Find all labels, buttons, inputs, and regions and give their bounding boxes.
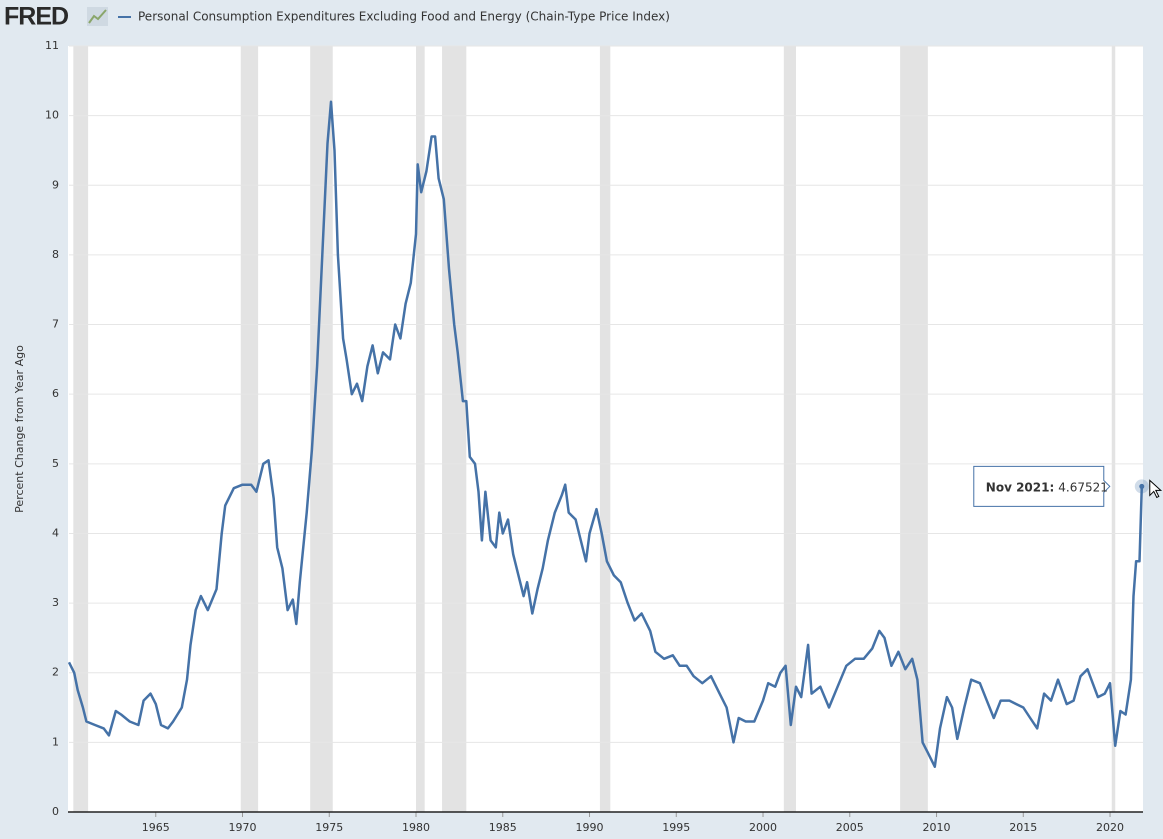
x-tick-label: 1985 xyxy=(489,821,517,834)
legend-label: Personal Consumption Expenditures Exclud… xyxy=(138,10,670,24)
recession-band xyxy=(416,46,425,812)
y-tick-label: 1 xyxy=(52,735,59,748)
x-tick-label: 1980 xyxy=(402,821,430,834)
y-tick-label: 6 xyxy=(52,387,59,400)
x-tick-label: 1970 xyxy=(229,821,257,834)
tooltip-label: Nov 2021: xyxy=(986,480,1054,494)
y-tick-label: 10 xyxy=(45,109,59,122)
recession-band xyxy=(310,46,333,812)
y-tick-label: 3 xyxy=(52,596,59,609)
cursor xyxy=(1149,479,1163,499)
recession-band xyxy=(900,46,928,812)
x-tick-label: 1975 xyxy=(315,821,343,834)
y-tick-label: 9 xyxy=(52,178,59,191)
recession-band xyxy=(442,46,467,812)
y-axis-label: Percent Change from Year Ago xyxy=(13,345,26,513)
x-tick-label: 2000 xyxy=(749,821,777,834)
logo: FRED xyxy=(4,3,68,31)
y-tick-label: 8 xyxy=(52,248,59,261)
recession-band xyxy=(783,46,796,812)
recession-band xyxy=(1111,46,1116,812)
y-tick-label: 4 xyxy=(52,526,59,539)
tooltip-value: 4.67521 xyxy=(1058,480,1108,494)
tooltip: Nov 2021: 4.67521 xyxy=(973,465,1163,507)
x-tick-label: 1965 xyxy=(142,821,170,834)
x-tick-label: 2020 xyxy=(1096,821,1124,834)
logo-icon xyxy=(87,7,108,26)
y-tick-label: 5 xyxy=(52,457,59,470)
x-tick-label: 1990 xyxy=(576,821,604,834)
y-tick-label: 0 xyxy=(52,805,59,818)
hover-point xyxy=(1139,483,1145,489)
x-tick-label: 2015 xyxy=(1009,821,1037,834)
x-tick-label: 2010 xyxy=(923,821,951,834)
series-line xyxy=(67,100,1144,768)
tooltip-text: Nov 2021: 4.67521 xyxy=(986,480,1108,494)
recession-band xyxy=(240,46,259,812)
y-tick-label: 2 xyxy=(52,666,59,679)
recession-band xyxy=(599,46,611,812)
y-tick-label: 11 xyxy=(45,39,59,52)
x-tick-label: 2005 xyxy=(836,821,864,834)
tooltip-box xyxy=(973,465,1111,507)
recession-band xyxy=(73,46,89,812)
y-tick-label: 7 xyxy=(52,318,59,331)
x-tick-label: 1995 xyxy=(662,821,690,834)
